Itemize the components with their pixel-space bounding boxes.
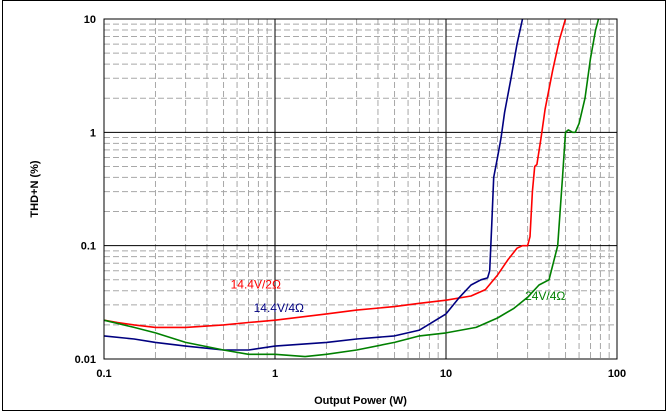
series-annotation: 14.4V/2Ω [231, 277, 281, 291]
plot-area-border [103, 18, 618, 360]
x-tick-label: 0.1 [96, 368, 111, 380]
grid [103, 18, 618, 360]
y-tick-label: 0.01 [75, 354, 96, 366]
series-line-0 [103, 18, 567, 329]
series-line-2 [103, 18, 600, 358]
series-annotation: 24V/4Ω [525, 289, 565, 303]
y-axis-title: THD+N (%) [29, 160, 41, 217]
series-lines [103, 18, 600, 358]
x-tick-label: 1 [272, 368, 278, 380]
x-tick-label: 10 [440, 368, 452, 380]
x-tick-label: 100 [608, 368, 626, 380]
series-annotation: 14.4V/4Ω [254, 301, 304, 315]
series-line-1 [103, 18, 524, 351]
y-tick-label: 10 [84, 14, 96, 26]
y-tick-label: 1 [90, 127, 96, 139]
y-tick-label: 0.1 [81, 241, 96, 253]
series-annotations: 14.4V/2Ω 14.4V/4Ω 24V/4Ω [231, 277, 566, 315]
x-axis-title: Output Power (W) [314, 395, 407, 407]
